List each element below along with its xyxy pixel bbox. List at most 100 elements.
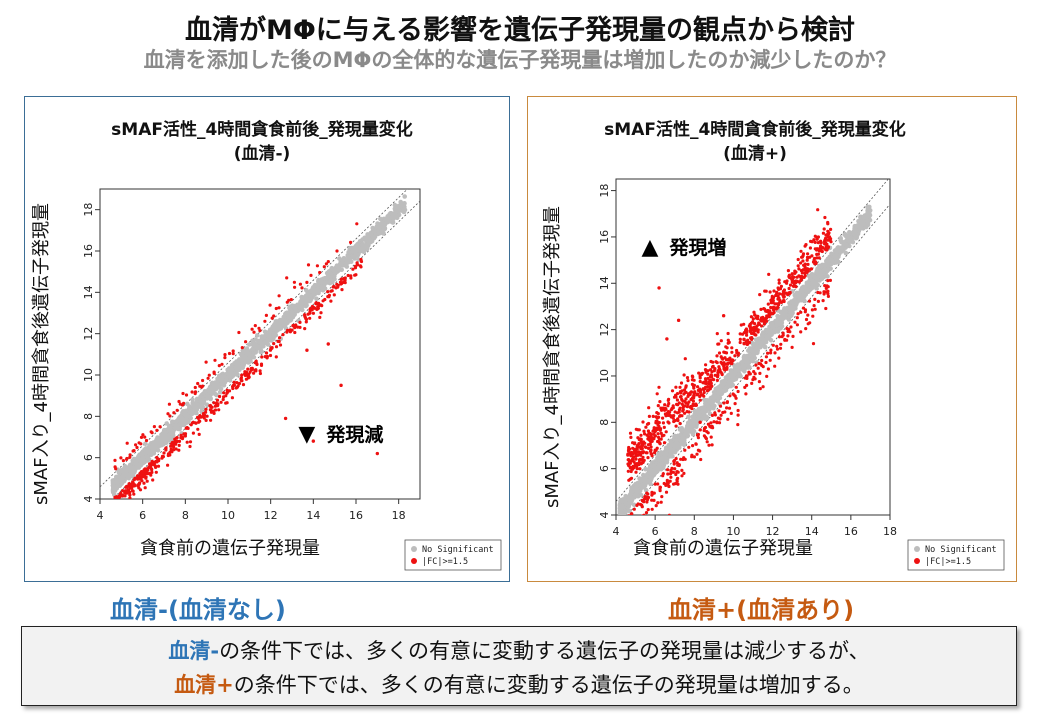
point-fc-significant	[643, 497, 647, 501]
point-fc-significant	[675, 411, 680, 415]
point-fc-significant	[727, 406, 732, 410]
point-no-significant	[346, 250, 351, 255]
point-fc-significant	[753, 333, 757, 337]
point-fc-significant	[115, 512, 118, 515]
point-fc-significant	[331, 285, 335, 289]
point-no-significant	[315, 282, 321, 287]
point-fc-significant	[804, 317, 809, 322]
point-fc-significant	[684, 397, 688, 401]
point-fc-significant	[283, 416, 288, 421]
point-fc-significant	[628, 517, 631, 520]
point-fc-significant	[747, 340, 752, 345]
point-fc-significant	[736, 413, 740, 417]
point-no-significant	[205, 393, 210, 399]
point-fc-significant	[760, 358, 764, 363]
point-fc-significant	[640, 450, 644, 454]
point-fc-significant	[717, 351, 722, 355]
point-fc-significant	[726, 338, 730, 342]
point-no-significant	[218, 386, 224, 392]
point-fc-significant	[673, 419, 677, 423]
point-fc-significant	[751, 326, 755, 330]
point-fc-significant	[209, 410, 213, 414]
point-fc-significant	[718, 417, 722, 421]
point-no-significant	[262, 340, 267, 345]
point-fc-significant	[811, 314, 815, 318]
point-fc-significant	[671, 404, 675, 408]
point-no-significant	[788, 309, 793, 315]
point-fc-significant	[263, 355, 267, 359]
point-fc-significant	[114, 499, 117, 502]
point-no-significant	[156, 439, 162, 444]
point-fc-significant	[144, 469, 148, 473]
point-no-significant	[702, 397, 707, 403]
point-fc-significant	[276, 339, 280, 343]
point-fc-significant	[359, 259, 364, 264]
y-tick-label: 6	[82, 454, 95, 461]
point-fc-significant	[349, 274, 353, 278]
point-fc-significant	[676, 418, 680, 423]
point-fc-significant	[676, 463, 680, 467]
point-fc-significant	[744, 392, 748, 396]
point-no-significant	[865, 221, 871, 227]
point-fc-significant	[758, 371, 762, 375]
point-fc-significant	[685, 376, 690, 380]
point-fc-significant	[775, 347, 780, 351]
annotation-text: 発現減	[325, 423, 383, 446]
plot-area	[616, 179, 890, 520]
y-tick-label: 10	[82, 368, 95, 382]
point-fc-significant	[637, 460, 641, 464]
point-fc-significant	[684, 384, 688, 388]
point-fc-significant	[177, 399, 181, 404]
point-fc-significant	[821, 299, 825, 303]
point-fc-significant	[826, 294, 830, 298]
point-fc-significant	[823, 241, 828, 245]
point-fc-significant	[804, 327, 808, 331]
point-no-significant	[667, 453, 673, 458]
point-no-significant	[111, 486, 117, 492]
point-fc-significant	[685, 405, 689, 409]
point-no-significant	[349, 245, 355, 251]
point-fc-significant	[188, 444, 192, 449]
point-fc-significant	[355, 222, 359, 226]
point-fc-significant	[117, 494, 122, 498]
point-no-significant	[642, 481, 648, 487]
point-no-significant	[137, 462, 142, 468]
point-fc-significant	[119, 519, 122, 522]
point-fc-significant	[770, 296, 774, 300]
point-fc-significant	[717, 421, 722, 425]
point-fc-significant	[306, 263, 311, 267]
point-fc-significant	[680, 397, 684, 402]
point-no-significant	[787, 300, 792, 306]
point-fc-significant	[653, 448, 657, 452]
point-no-significant	[750, 358, 755, 364]
point-no-significant	[778, 321, 783, 327]
point-no-significant	[265, 342, 271, 347]
series-fc-significant	[626, 208, 833, 520]
point-fc-significant	[227, 389, 232, 393]
point-fc-significant	[757, 322, 761, 326]
point-fc-significant	[731, 392, 735, 396]
point-fc-significant	[796, 312, 800, 316]
point-fc-significant	[761, 365, 765, 369]
point-fc-significant	[668, 479, 672, 483]
point-fc-significant	[632, 451, 636, 455]
point-no-significant	[736, 365, 741, 370]
point-fc-significant	[168, 414, 172, 418]
point-fc-significant	[672, 462, 676, 466]
point-fc-significant	[791, 334, 795, 338]
point-fc-significant	[158, 425, 162, 429]
point-fc-significant	[658, 485, 662, 489]
point-fc-significant	[800, 271, 804, 275]
point-fc-significant	[136, 484, 140, 488]
point-fc-significant	[114, 502, 117, 505]
point-fc-significant	[658, 442, 662, 446]
point-fc-significant	[118, 501, 121, 504]
point-no-significant	[680, 427, 686, 433]
point-fc-significant	[258, 371, 262, 376]
point-fc-significant	[777, 287, 781, 291]
point-fc-significant	[254, 359, 258, 363]
point-no-significant	[188, 415, 193, 421]
point-fc-significant	[130, 489, 135, 493]
point-fc-significant	[329, 289, 333, 293]
point-fc-significant	[300, 286, 304, 290]
